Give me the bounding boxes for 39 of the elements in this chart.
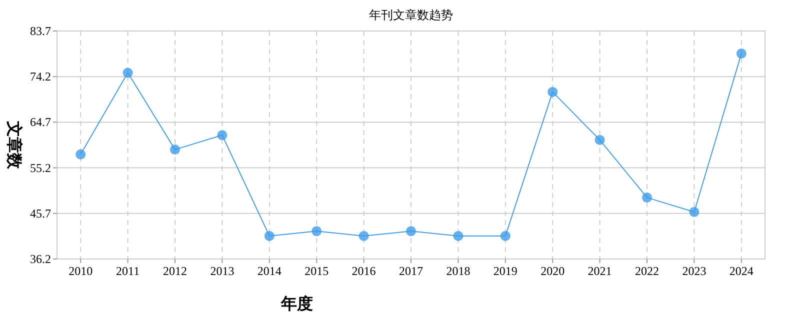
y-tick-label: 55.2 bbox=[30, 160, 51, 175]
point bbox=[76, 149, 86, 160]
x-tick-label: 2011 bbox=[116, 264, 140, 278]
x-tick-label: 2017 bbox=[399, 264, 423, 278]
y-tick-label: 64.7 bbox=[30, 115, 51, 130]
point bbox=[500, 230, 510, 241]
x-tick-label: 2013 bbox=[210, 264, 234, 278]
point bbox=[736, 48, 746, 59]
x-tick-label: 2018 bbox=[446, 264, 470, 278]
point bbox=[642, 192, 652, 203]
point bbox=[217, 130, 228, 140]
y-tick-label: 83.7 bbox=[30, 24, 51, 38]
x-axis-title: 年度 bbox=[280, 294, 313, 313]
point bbox=[406, 226, 416, 236]
point bbox=[453, 230, 464, 241]
point bbox=[264, 230, 274, 241]
point bbox=[358, 230, 369, 241]
x-tick-label: 2016 bbox=[352, 264, 376, 278]
x-tick-label: 2015 bbox=[304, 264, 329, 278]
y-axis-title: 文章数 bbox=[5, 120, 23, 170]
x-tick-label: 2022 bbox=[635, 264, 659, 278]
point bbox=[122, 68, 133, 78]
x-tick-label: 2012 bbox=[163, 264, 187, 278]
x-tick-label: 2020 bbox=[540, 264, 565, 278]
y-tick-label: 74.2 bbox=[30, 70, 51, 84]
x-tick-label: 2024 bbox=[729, 264, 754, 278]
y-tick-label: 45.7 bbox=[30, 206, 51, 220]
point bbox=[170, 144, 180, 155]
point bbox=[312, 226, 322, 236]
point bbox=[594, 134, 605, 145]
chart-title: 年刊文章数趋势 bbox=[369, 8, 453, 22]
point bbox=[548, 86, 558, 97]
x-tick-label: 2010 bbox=[68, 264, 93, 278]
x-tick-label: 2019 bbox=[493, 264, 518, 278]
point bbox=[689, 206, 700, 217]
x-tick-label: 2023 bbox=[682, 264, 706, 278]
x-tick-label: 2021 bbox=[588, 264, 612, 278]
y-tick-label: 36.2 bbox=[30, 252, 51, 266]
x-tick-label: 2014 bbox=[257, 264, 282, 278]
